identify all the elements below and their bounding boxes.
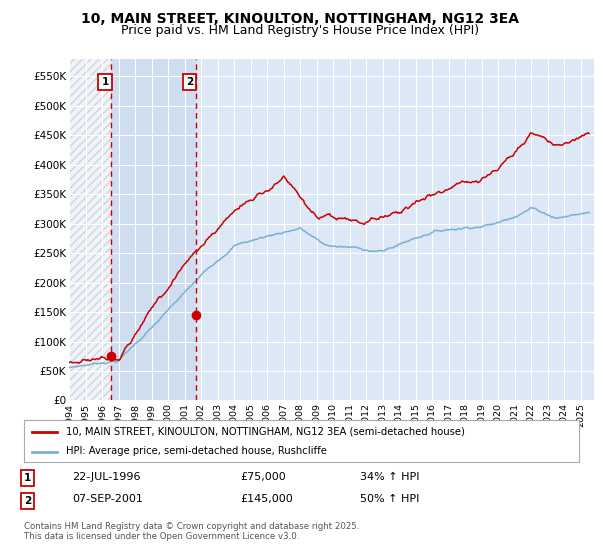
Text: Price paid vs. HM Land Registry's House Price Index (HPI): Price paid vs. HM Land Registry's House … [121, 24, 479, 36]
Text: 10, MAIN STREET, KINOULTON, NOTTINGHAM, NG12 3EA: 10, MAIN STREET, KINOULTON, NOTTINGHAM, … [81, 12, 519, 26]
Bar [69, 59, 111, 400]
Text: 1: 1 [24, 473, 31, 483]
Text: 10, MAIN STREET, KINOULTON, NOTTINGHAM, NG12 3EA (semi-detached house): 10, MAIN STREET, KINOULTON, NOTTINGHAM, … [65, 427, 464, 437]
Bar [111, 59, 196, 400]
Text: 07-SEP-2001: 07-SEP-2001 [72, 494, 143, 505]
Text: 2: 2 [186, 77, 193, 87]
Text: 2: 2 [24, 496, 31, 506]
Text: Contains HM Land Registry data © Crown copyright and database right 2025.
This d: Contains HM Land Registry data © Crown c… [24, 522, 359, 542]
Text: 34% ↑ HPI: 34% ↑ HPI [360, 472, 419, 482]
Text: £145,000: £145,000 [240, 494, 293, 505]
Text: 50% ↑ HPI: 50% ↑ HPI [360, 494, 419, 505]
Text: 1: 1 [101, 77, 109, 87]
Text: 22-JUL-1996: 22-JUL-1996 [72, 472, 140, 482]
Text: £75,000: £75,000 [240, 472, 286, 482]
Text: HPI: Average price, semi-detached house, Rushcliffe: HPI: Average price, semi-detached house,… [65, 446, 326, 456]
